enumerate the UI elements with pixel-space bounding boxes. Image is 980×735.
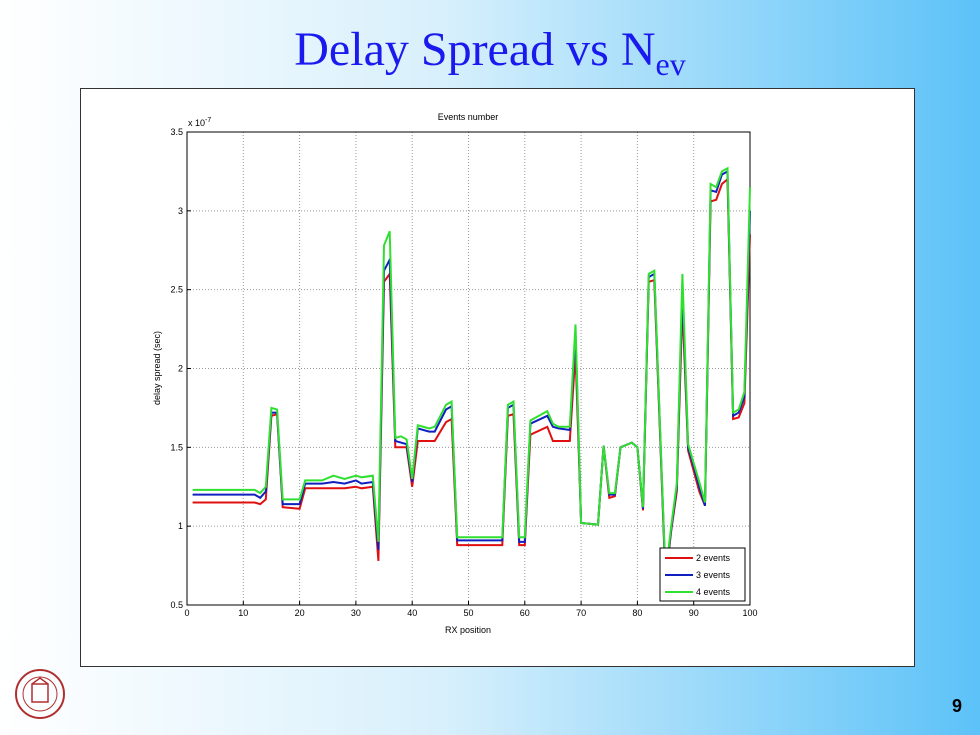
y-scale-exponent: -7 (205, 117, 211, 124)
y-tick-label: 0.5 (170, 600, 183, 610)
title-text: Delay Spread vs N (294, 23, 656, 76)
y-tick-label: 2 (178, 364, 183, 374)
x-tick-label: 20 (295, 608, 305, 618)
y-tick-label: 3 (178, 206, 183, 216)
x-axis-label: RX position (445, 625, 491, 635)
x-tick-label: 60 (520, 608, 530, 618)
y-tick-label: 3.5 (170, 127, 183, 137)
legend-label: 4 events (696, 587, 731, 597)
x-tick-label: 0 (184, 608, 189, 618)
title-subscript: ev (655, 46, 686, 82)
legend-label: 2 events (696, 553, 731, 563)
slide-title: Delay Spread vs Nev (0, 22, 980, 83)
plot-area (186, 131, 751, 606)
x-tick-label: 80 (632, 608, 642, 618)
chart-title: Events number (438, 112, 499, 122)
legend-label: 3 events (696, 570, 731, 580)
x-tick-label: 10 (238, 608, 248, 618)
chart-frame (80, 88, 915, 667)
x-tick-label: 50 (463, 608, 473, 618)
x-tick-label: 30 (351, 608, 361, 618)
y-scale-base: x 10 (188, 118, 205, 128)
series-line (192, 166, 751, 576)
page-number: 9 (952, 696, 963, 716)
x-tick-label: 100 (742, 608, 757, 618)
logo (15, 669, 65, 719)
chart: Events number RX position delay spread (… (80, 88, 915, 667)
y-scale-label: x 10-7 (188, 117, 211, 128)
y-tick-label: 1 (178, 521, 183, 531)
y-axis-label: delay spread (sec) (152, 331, 162, 405)
x-tick-label: 40 (407, 608, 417, 618)
y-tick-label: 2.5 (170, 285, 183, 295)
y-tick-label: 1.5 (170, 442, 183, 452)
x-tick-label: 70 (576, 608, 586, 618)
x-tick-label: 90 (689, 608, 699, 618)
